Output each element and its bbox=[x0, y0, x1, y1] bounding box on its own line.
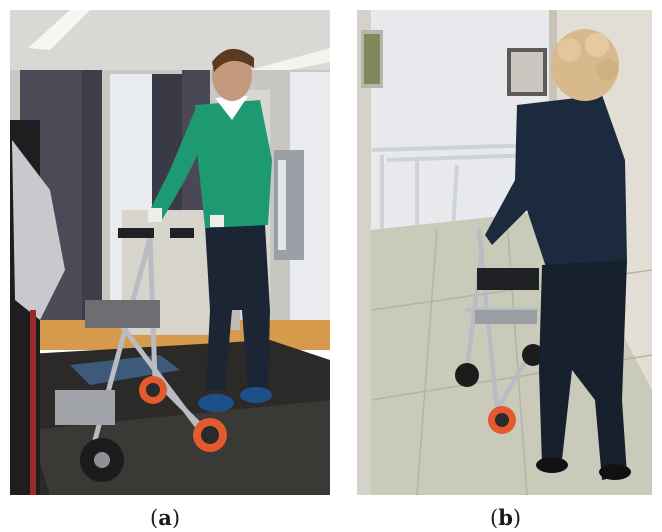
photo-panel-a bbox=[10, 10, 330, 495]
photo-panel-b bbox=[357, 10, 652, 495]
panel-b-label: b bbox=[498, 505, 513, 530]
panel-b-caption: (b) bbox=[490, 505, 522, 530]
panel-a-label: a bbox=[158, 505, 172, 530]
panel-a-caption: (a) bbox=[150, 505, 181, 530]
lab-scene-illustration bbox=[10, 10, 330, 495]
corridor-scene-illustration bbox=[357, 10, 652, 495]
